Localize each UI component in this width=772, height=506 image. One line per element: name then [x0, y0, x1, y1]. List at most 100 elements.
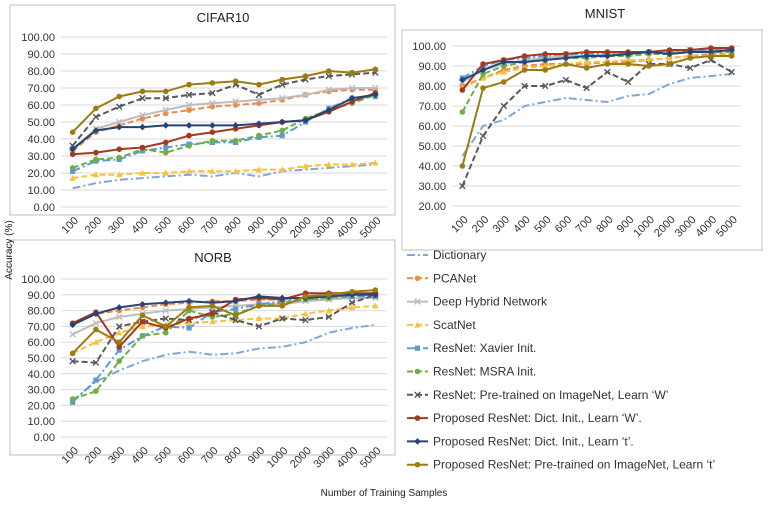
data-point: [302, 117, 309, 124]
data-point: [162, 323, 169, 330]
series-1: [69, 86, 379, 154]
series-line: [461, 73, 732, 157]
data-point: [116, 329, 123, 336]
y-axis-label: Accuracy (%): [4, 220, 15, 279]
series-line: [72, 293, 376, 326]
data-point: [186, 325, 192, 331]
data-point: [372, 291, 379, 299]
legend-marker: [414, 298, 421, 305]
data-point: [116, 146, 123, 152]
series-line: [461, 47, 732, 91]
data-point: [92, 127, 100, 134]
data-point: [279, 133, 285, 139]
data-point: [209, 122, 216, 129]
x-tick-label: 1000: [265, 215, 291, 241]
data-point: [279, 76, 286, 83]
data-point: [279, 127, 286, 134]
series-line: [461, 55, 732, 167]
data-point: [521, 53, 528, 59]
y-tick-label: 80.00: [27, 306, 55, 318]
series-line: [72, 304, 376, 355]
data-point: [583, 49, 590, 55]
data-point: [115, 304, 123, 311]
data-point: [372, 91, 379, 99]
data-point: [209, 100, 216, 107]
series-9: [69, 287, 379, 357]
data-point: [480, 61, 486, 67]
data-point: [93, 377, 99, 383]
data-point: [69, 357, 76, 365]
data-point: [302, 91, 309, 99]
data-point: [69, 129, 76, 135]
data-point: [583, 58, 590, 65]
y-tick-label: 0.00: [34, 432, 55, 444]
x-tick-label: 800: [594, 214, 615, 235]
data-point: [162, 139, 169, 146]
data-point: [185, 319, 193, 326]
data-point: [666, 61, 673, 67]
data-point: [686, 48, 694, 56]
data-point: [500, 58, 508, 66]
data-point: [349, 288, 355, 295]
data-point: [209, 310, 216, 317]
data-point: [372, 84, 379, 92]
data-point: [69, 174, 76, 181]
series-line: [71, 88, 376, 152]
data-point: [302, 162, 309, 169]
data-point: [372, 159, 379, 166]
series-line: [72, 161, 376, 180]
data-point: [302, 73, 309, 79]
data-point: [69, 331, 76, 338]
data-point: [707, 56, 715, 64]
data-point: [278, 118, 286, 126]
data-point: [563, 61, 569, 67]
data-point: [209, 129, 216, 135]
data-point: [209, 303, 216, 309]
legend-entry: ResNet: Xavier Init.: [407, 341, 536, 355]
y-tick-label: 100.00: [21, 274, 55, 286]
data-point: [93, 156, 99, 163]
data-point: [542, 67, 549, 73]
data-point: [479, 66, 487, 74]
legend-marker: [414, 368, 421, 375]
series-line: [71, 93, 376, 150]
data-point: [163, 144, 169, 151]
y-tick-label: 70.00: [27, 321, 55, 333]
data-point: [115, 323, 123, 330]
data-point: [186, 81, 192, 88]
data-point: [348, 304, 356, 311]
x-tick-label: 300: [491, 214, 512, 235]
data-point: [70, 168, 76, 174]
data-point: [115, 103, 123, 110]
data-point: [139, 94, 146, 102]
data-point: [162, 106, 170, 114]
legend-entry: Proposed ResNet: Dict. Init., Learn ‘t’.: [407, 434, 634, 448]
x-tick-label: 500: [532, 214, 553, 235]
data-point: [70, 399, 76, 405]
y-tick-label: 100.00: [412, 41, 446, 53]
data-point: [479, 74, 487, 81]
legend-entry: ScatNet: [407, 318, 476, 332]
x-tick-label: 500: [153, 215, 174, 236]
data-point: [459, 76, 466, 84]
data-point: [232, 137, 239, 144]
y-tick-label: 40.00: [27, 134, 55, 146]
data-point: [500, 63, 507, 69]
series-line: [72, 293, 376, 364]
data-point: [325, 161, 332, 168]
data-point: [583, 65, 590, 71]
data-point: [232, 98, 239, 105]
data-point: [500, 79, 507, 85]
data-point: [186, 107, 192, 113]
data-point: [186, 304, 192, 311]
data-point: [666, 47, 673, 53]
data-point: [563, 51, 569, 57]
data-point: [279, 303, 286, 309]
data-point: [162, 88, 169, 95]
data-point: [348, 161, 356, 168]
data-point: [139, 300, 146, 308]
data-point: [116, 347, 122, 353]
data-point: [162, 122, 170, 129]
x-tick-label: 900: [246, 215, 267, 236]
chart-frame: [401, 29, 763, 251]
